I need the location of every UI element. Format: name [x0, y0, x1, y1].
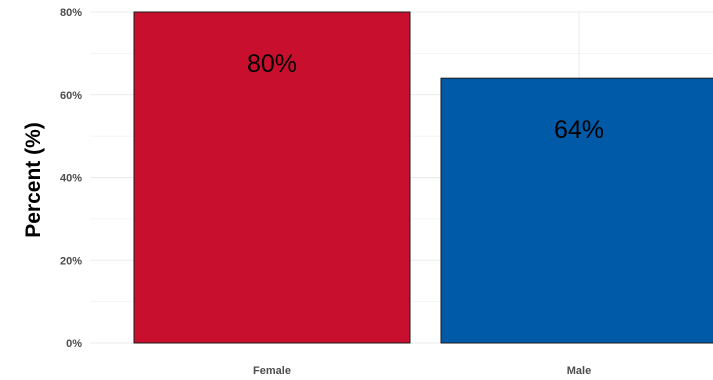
- y-tick-label: 80%: [60, 7, 82, 19]
- x-axis-ticks: Female Male: [253, 365, 591, 377]
- x-tick-label: Male: [567, 365, 591, 377]
- bar-male: [440, 77, 713, 344]
- x-tick-label: Female: [253, 365, 291, 377]
- y-tick-label: 20%: [60, 255, 82, 267]
- y-axis-title: Percent (%): [22, 122, 45, 238]
- y-tick-label: 40%: [60, 173, 82, 185]
- bar-value-labels: 80% 64%: [247, 50, 604, 144]
- bar-value-label: 64%: [554, 116, 604, 144]
- y-tick-label: 0%: [66, 338, 82, 350]
- bar-value-label: 80%: [247, 50, 297, 78]
- bars: [133, 11, 713, 344]
- y-axis-ticks: 0% 20% 40% 60% 80%: [60, 7, 82, 350]
- y-tick-label: 60%: [60, 90, 82, 102]
- bar-female: [133, 11, 411, 344]
